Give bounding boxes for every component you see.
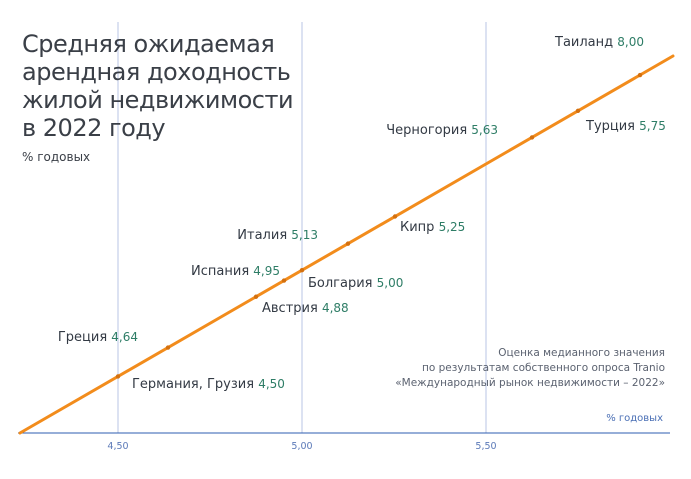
chart-title: Средняя ожидаемая арендная доходность жи…: [22, 30, 322, 142]
x-tick-label: 4,50: [107, 441, 128, 452]
data-label: Австрия 4,88: [262, 301, 349, 316]
point-name: Германия, Грузия: [132, 377, 254, 392]
data-point-marker: [637, 72, 643, 78]
data-label: Испания 4,95: [191, 264, 280, 279]
point-name: Болгария: [308, 276, 373, 291]
point-value: 4,95: [253, 264, 280, 278]
data-label: Турция 5,75: [585, 119, 666, 134]
data-label: Черногория 5,63: [386, 123, 498, 138]
point-name: Таиланд: [554, 35, 613, 50]
point-name: Греция: [58, 330, 107, 345]
point-value: 5,00: [377, 276, 404, 290]
x-axis-unit-label: % годовых: [606, 413, 663, 424]
point-value: 4,88: [322, 301, 349, 315]
data-point-marker: [575, 108, 581, 114]
title-line: жилой недвижимости: [22, 86, 294, 114]
note-line: Оценка медианного значения: [498, 347, 665, 359]
point-name: Италия: [237, 228, 287, 243]
data-label: Болгария 5,00: [308, 276, 403, 291]
data-label: Кипр 5,25: [400, 220, 465, 235]
point-value: 8,00: [617, 35, 644, 49]
point-value: 4,64: [111, 330, 138, 344]
data-label: Германия, Грузия 4,50: [132, 377, 285, 392]
source-note: Оценка медианного значения по результата…: [395, 346, 665, 391]
data-point-marker: [392, 214, 398, 219]
title-line: в 2022 году: [22, 114, 166, 142]
x-tick-label: 5,00: [291, 441, 312, 452]
data-point-marker: [165, 345, 171, 350]
data-point-marker: [529, 135, 535, 140]
data-point-marker: [345, 241, 351, 246]
data-point-marker: [253, 294, 259, 299]
point-value: 5,75: [639, 119, 666, 133]
data-point-marker: [115, 374, 121, 379]
note-line: по результатам собственного опроса Trani…: [422, 362, 665, 374]
point-name: Турция: [585, 119, 635, 134]
point-value: 5,63: [471, 123, 498, 137]
data-point-marker: [281, 278, 287, 283]
note-line: «Международный рынок недвижимости – 2022…: [395, 377, 665, 389]
point-value: 5,13: [291, 228, 318, 242]
title-line: Средняя ожидаемая: [22, 30, 275, 58]
point-name: Испания: [191, 264, 249, 279]
title-line: арендная доходность: [22, 58, 291, 86]
data-label: Италия 5,13: [237, 228, 318, 243]
point-name: Черногория: [386, 123, 467, 138]
x-tick-label: 5,50: [475, 441, 496, 452]
point-value: 4,50: [258, 377, 285, 391]
point-value: 5,25: [439, 220, 466, 234]
unit-subtitle: % годовых: [22, 150, 91, 164]
data-label: Таиланд 8,00: [554, 35, 644, 50]
data-label: Греция 4,64: [58, 330, 138, 345]
data-point-marker: [299, 267, 305, 273]
point-name: Австрия: [262, 301, 318, 316]
point-name: Кипр: [400, 220, 434, 235]
